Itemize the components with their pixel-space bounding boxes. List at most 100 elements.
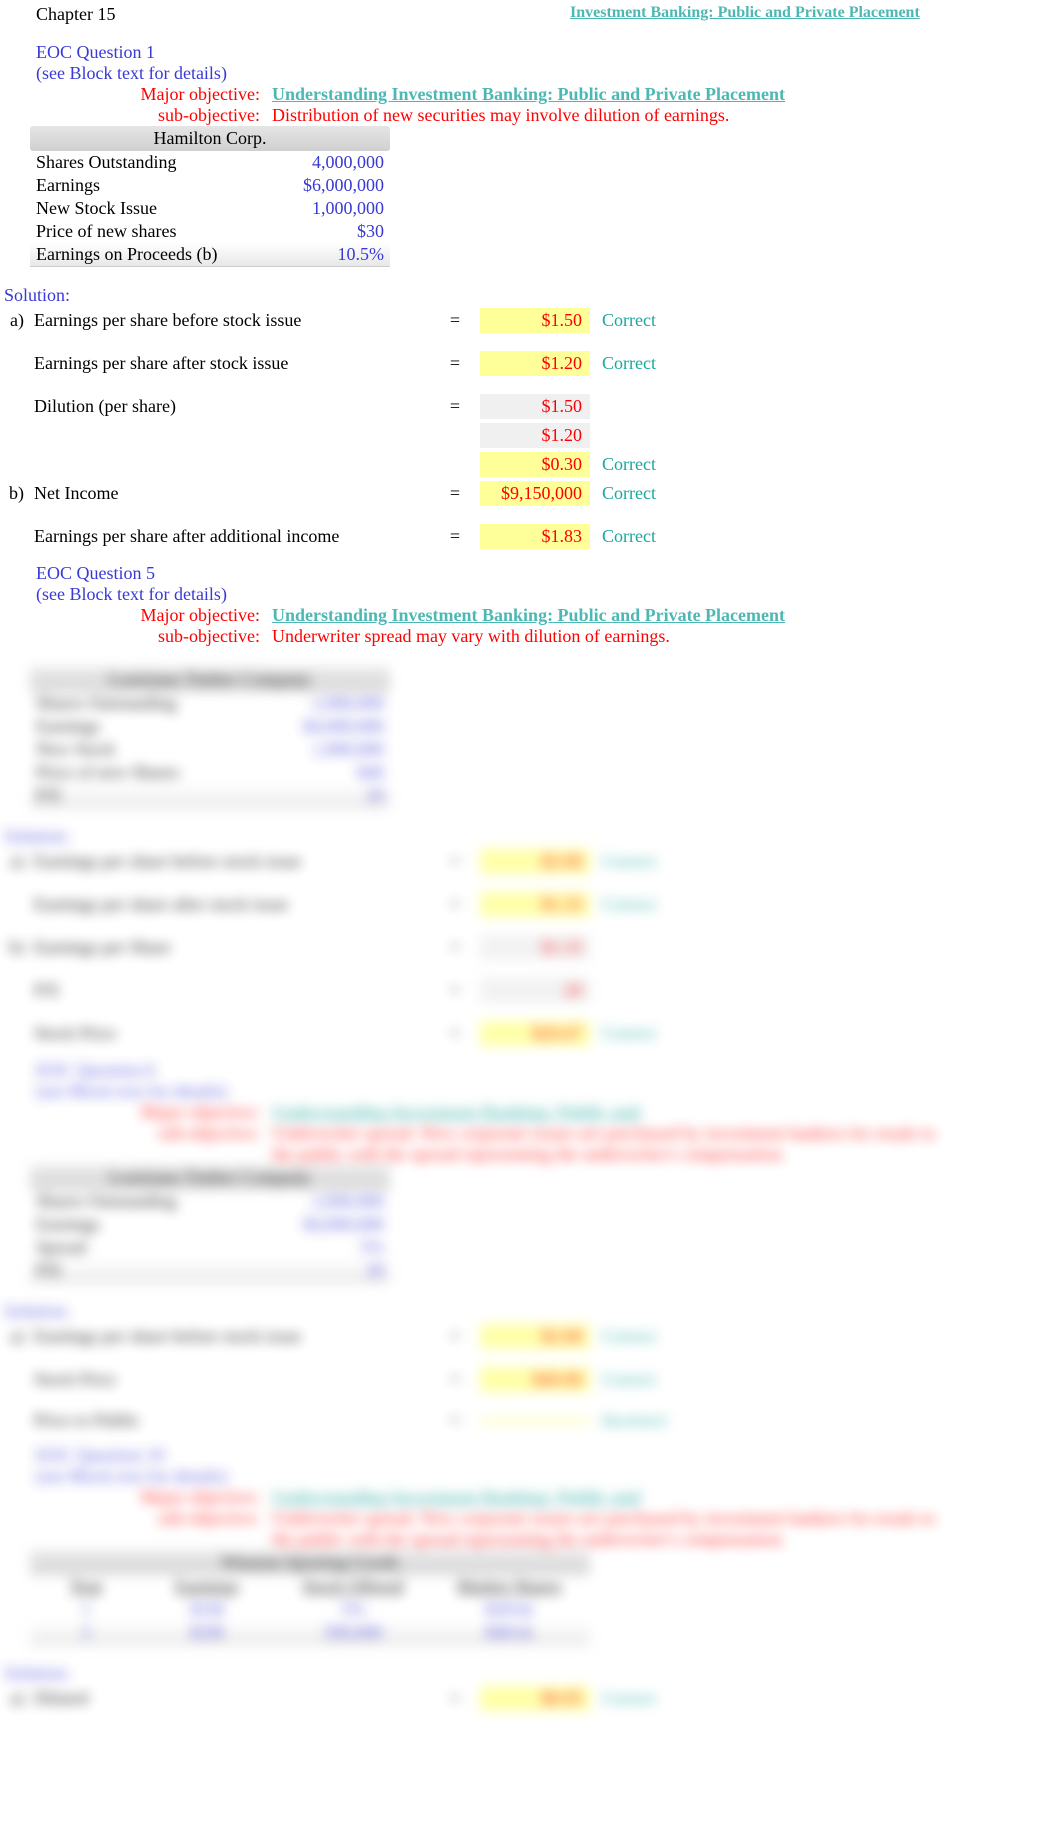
solution-value: 20	[480, 978, 590, 1003]
solution-eq: =	[430, 1326, 480, 1347]
solution-eq: =	[430, 1688, 480, 1709]
table-row: Shares Outstanding 2,000,000	[30, 692, 390, 715]
row-value: 10.5%	[338, 244, 385, 265]
question-19: EOC Question 19 (see Block text for deta…	[0, 1445, 1062, 1713]
solution-part: a)	[0, 310, 30, 331]
solution-value: $2.00	[480, 1324, 590, 1349]
solution-eq: =	[430, 1410, 480, 1431]
row-value: 1,000,000	[312, 198, 384, 219]
q19-h3: Stock Offered	[278, 1576, 428, 1597]
solution-desc: Net Income	[30, 483, 430, 504]
solution-desc: Earnings per share before stock issue	[30, 310, 430, 331]
solution-row: Earnings per share after stock issue=$1.…	[0, 349, 1062, 378]
solution-value: $1.20	[480, 351, 590, 376]
table-row: Price of new Shares$40	[30, 761, 390, 784]
q1-solution-label: Solution:	[0, 285, 1062, 306]
solution-eq: =	[430, 1369, 480, 1390]
q19-data-table: Winston Sporting Goods Year Earnings Sto…	[30, 1550, 590, 1645]
q6-sub: (see Block text for details)	[0, 1081, 1062, 1102]
solution-part: b)	[0, 937, 30, 958]
q5-title: EOC Question 5	[0, 563, 1062, 584]
q19-subobj-row: sub-objective: Underwriter spread. New c…	[0, 1508, 1062, 1550]
row-label: Earnings on Proceeds (b)	[36, 244, 217, 265]
row-label: Price of new shares	[36, 221, 176, 242]
row-value: 2,000,000	[312, 693, 384, 714]
solution-row: a)Earnings per share before stock issue=…	[0, 1322, 1062, 1351]
solution-value: $0.30	[480, 452, 590, 477]
row-value: $40	[357, 762, 384, 783]
solution-value: $1.50	[480, 308, 590, 333]
solution-status: Correct	[590, 353, 656, 374]
solution-row: b)Earnings per Share=$1.33	[0, 933, 1062, 962]
solution-eq: =	[430, 851, 480, 872]
solution-value: $26.67	[480, 1021, 590, 1046]
question-5: EOC Question 5 (see Block text for detai…	[0, 563, 1062, 647]
q1-data-table: Hamilton Corp. Shares Outstanding4,000,0…	[30, 126, 390, 267]
q19-h2: Earnings	[142, 1576, 272, 1597]
q6-data-table: Louisiana Timber Company Shares Outstand…	[30, 1165, 390, 1283]
solution-desc: P/E	[30, 980, 430, 1001]
table-row: 2$2M500,000$40/sh	[30, 1621, 590, 1645]
solution-eq: =	[430, 396, 480, 417]
cell: $1M	[142, 1599, 272, 1620]
row-label: Shares Outstanding	[36, 152, 176, 173]
row-value: 1,000,000	[312, 739, 384, 760]
q19-title: EOC Question 19	[0, 1445, 1062, 1466]
q1-sub-value: Distribution of new securities may invol…	[268, 105, 729, 126]
solution-status: Correct	[590, 894, 656, 915]
row-label: New Stock Issue	[36, 198, 157, 219]
solution-part: a)	[0, 1688, 30, 1709]
row-label: P/E	[36, 1260, 62, 1281]
header-subtitle: Investment Banking: Public and Private P…	[570, 4, 920, 22]
row-label: P/E	[36, 785, 62, 806]
q1-sub: (see Block text for details)	[0, 63, 1062, 84]
q6-major-label: Major objective:	[36, 1102, 268, 1123]
solution-row: $1.20	[0, 421, 1062, 450]
q1-title: EOC Question 1	[0, 42, 1062, 63]
solution-eq: =	[430, 483, 480, 504]
row-value: 20	[366, 1260, 384, 1281]
cell: $2M	[142, 1622, 272, 1643]
q19-h4: Market Shares	[434, 1576, 584, 1597]
question-6: EOC Question 6 (see Block text for detai…	[0, 1060, 1062, 1433]
q5-subobj-row: sub-objective: Underwriter spread may va…	[0, 626, 1062, 647]
table-row: Shares Outstanding 4,000,000	[30, 151, 390, 174]
solution-value: $1.83	[480, 524, 590, 549]
q19-h1: Year	[36, 1576, 136, 1597]
q5-major-value: Understanding Investment Banking: Public…	[268, 605, 785, 626]
solution-eq: =	[430, 1023, 480, 1044]
solution-eq: =	[430, 937, 480, 958]
solution-row: Earnings per share after additional inco…	[0, 522, 1062, 551]
row-label: Shares Outstanding	[36, 1191, 176, 1212]
solution-value: $0.95	[480, 1686, 590, 1711]
q6-major-row: Major objective: Understanding Investmen…	[0, 1102, 1062, 1123]
solution-row: b)Net Income=$9,150,000Correct	[0, 479, 1062, 508]
row-label: New Stock	[36, 739, 116, 760]
row-label: Shares Outstanding	[36, 693, 176, 714]
row-label: Spread	[36, 1237, 86, 1258]
solution-row: Stock Price=$40.00Correct	[0, 1365, 1062, 1394]
q5-major-row: Major objective: Understanding Investmen…	[0, 605, 1062, 626]
solution-status: Correct	[590, 483, 656, 504]
table-row: 1$1M5%$20/sh	[30, 1598, 590, 1621]
table-row: Price of new shares$30	[30, 220, 390, 243]
solution-row: a)Diluted=$0.95Correct	[0, 1684, 1062, 1713]
row-value: $4,000,000	[303, 716, 384, 737]
q5-table-header: Louisiana Timber Company	[30, 667, 390, 692]
table-row: Earnings$4,000,000	[30, 715, 390, 738]
table-row: P/E 20	[30, 1259, 390, 1283]
table-row: Shares Outstanding2,000,000	[30, 1190, 390, 1213]
solution-desc: Price to Public	[30, 1410, 430, 1431]
solution-row: a)Earnings per share before stock issue=…	[0, 306, 1062, 335]
q5-sub: (see Block text for details)	[0, 584, 1062, 605]
row-value: 4,000,000	[312, 152, 384, 173]
q6-table-header: Louisiana Timber Company	[30, 1165, 390, 1190]
solution-status: Correct	[590, 1688, 656, 1709]
q5-major-label: Major objective:	[36, 605, 268, 626]
q19-solution-label: Solution:	[0, 1663, 1062, 1684]
solution-value: $40.00	[480, 1367, 590, 1392]
solution-row: Stock Price=$26.67Correct	[0, 1019, 1062, 1048]
q6-sub-label: sub-objective:	[36, 1123, 268, 1165]
table-row: Spread5%	[30, 1236, 390, 1259]
q1-major-value: Understanding Investment Banking: Public…	[268, 84, 785, 105]
